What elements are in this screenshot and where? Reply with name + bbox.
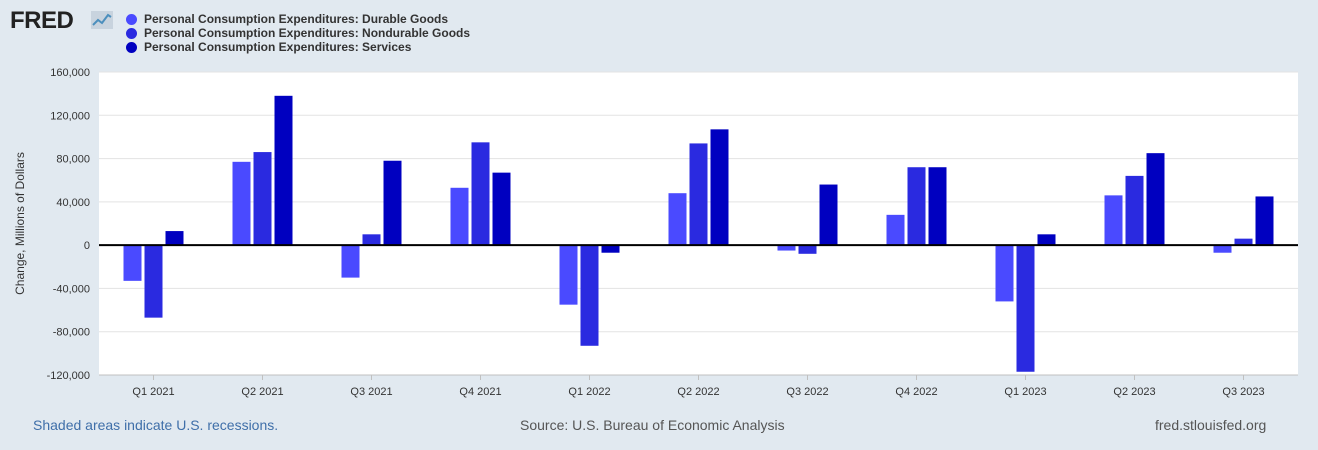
x-tick-label: Q1 2023 xyxy=(1004,386,1046,398)
y-tick-label: 40,000 xyxy=(56,197,90,209)
bar-services-q1-2023[interactable] xyxy=(1037,234,1056,246)
bar-services-q3-2023[interactable] xyxy=(1255,196,1274,246)
legend-swatch-services xyxy=(126,41,137,53)
y-tick-label: 160,000 xyxy=(50,67,90,79)
bar-durable-q2-2022[interactable] xyxy=(668,193,687,246)
fred-graph-icon xyxy=(91,11,113,29)
legend-label: Personal Consumption Expenditures: Nondu… xyxy=(144,26,471,40)
legend-item-services[interactable]: Personal Consumption Expenditures: Servi… xyxy=(126,40,470,54)
x-tick-label: Q3 2021 xyxy=(350,386,392,398)
bar-services-q1-2022[interactable] xyxy=(601,245,620,253)
bar-durable-q3-2022[interactable] xyxy=(777,245,796,251)
y-tick-label: -120,000 xyxy=(47,370,90,382)
bar-nondurable-q3-2022[interactable] xyxy=(798,245,817,254)
bar-nondurable-q1-2023[interactable] xyxy=(1016,245,1035,372)
y-tick-label: -80,000 xyxy=(53,327,90,339)
bar-services-q1-2021[interactable] xyxy=(165,231,184,246)
y-tick-label: 0 xyxy=(84,240,90,252)
legend-item-durable-goods[interactable]: Personal Consumption Expenditures: Durab… xyxy=(126,12,470,26)
bar-durable-q4-2021[interactable] xyxy=(450,187,469,246)
bar-services-q4-2021[interactable] xyxy=(492,172,511,246)
x-tick-label: Q4 2021 xyxy=(459,386,501,398)
fred-logo[interactable]: FRED xyxy=(10,7,74,34)
bar-durable-q2-2021[interactable] xyxy=(232,161,251,246)
x-tick-label: Q2 2021 xyxy=(241,386,283,398)
legend-swatch-durable-goods xyxy=(126,13,137,25)
bar-durable-q1-2021[interactable] xyxy=(123,245,142,281)
bar-nondurable-q2-2023[interactable] xyxy=(1125,175,1144,246)
bar-nondurable-q1-2021[interactable] xyxy=(144,245,163,318)
y-axis-title: Change, Millions of Dollars xyxy=(13,152,27,295)
bar-nondurable-q2-2021[interactable] xyxy=(253,152,272,246)
bar-services-q3-2022[interactable] xyxy=(819,184,838,246)
bar-nondurable-q4-2021[interactable] xyxy=(471,142,490,246)
bar-nondurable-q3-2023[interactable] xyxy=(1234,238,1253,246)
bar-nondurable-q4-2022[interactable] xyxy=(907,167,926,246)
chart-legend: Personal Consumption Expenditures: Durab… xyxy=(126,12,470,54)
bar-services-q2-2022[interactable] xyxy=(710,129,729,246)
fred-site-link[interactable]: fred.stlouisfed.org xyxy=(1155,417,1267,433)
bar-nondurable-q2-2022[interactable] xyxy=(689,143,708,246)
source-note: Source: U.S. Bureau of Economic Analysis xyxy=(520,417,785,433)
x-tick-label: Q3 2023 xyxy=(1222,386,1264,398)
bar-nondurable-q3-2021[interactable] xyxy=(362,234,381,246)
bar-services-q2-2023[interactable] xyxy=(1146,153,1165,246)
bar-services-q4-2022[interactable] xyxy=(928,167,947,246)
bar-durable-q3-2023[interactable] xyxy=(1213,245,1232,253)
legend-label: Personal Consumption Expenditures: Durab… xyxy=(144,12,449,26)
bar-services-q3-2021[interactable] xyxy=(383,160,402,246)
bar-durable-q2-2023[interactable] xyxy=(1104,195,1123,246)
bar-services-q2-2021[interactable] xyxy=(274,95,293,246)
x-tick-label: Q1 2022 xyxy=(568,386,610,398)
x-tick-label: Q3 2022 xyxy=(786,386,828,398)
bar-chart: 160,000 120,000 80,000 40,000 0 -40,000 -80,00… xyxy=(13,67,1298,398)
legend-swatch-nondurable-goods xyxy=(126,27,137,39)
y-tick-label: -40,000 xyxy=(53,283,90,295)
bar-nondurable-q1-2022[interactable] xyxy=(580,245,599,346)
x-tick-label: Q2 2022 xyxy=(677,386,719,398)
y-tick-label: 120,000 xyxy=(50,110,90,122)
x-tick-label: Q2 2023 xyxy=(1113,386,1155,398)
legend-label: Personal Consumption Expenditures: Servi… xyxy=(144,40,412,54)
bar-durable-q4-2022[interactable] xyxy=(886,214,905,246)
legend-item-nondurable-goods[interactable]: Personal Consumption Expenditures: Nondu… xyxy=(126,26,470,40)
bar-durable-q1-2023[interactable] xyxy=(995,245,1014,302)
y-tick-label: 80,000 xyxy=(56,154,90,166)
x-tick-label: Q1 2021 xyxy=(132,386,174,398)
x-tick-label: Q4 2022 xyxy=(895,386,937,398)
bar-durable-q1-2022[interactable] xyxy=(559,245,578,305)
recession-note: Shaded areas indicate U.S. recessions. xyxy=(33,417,279,433)
bar-durable-q3-2021[interactable] xyxy=(341,245,360,278)
